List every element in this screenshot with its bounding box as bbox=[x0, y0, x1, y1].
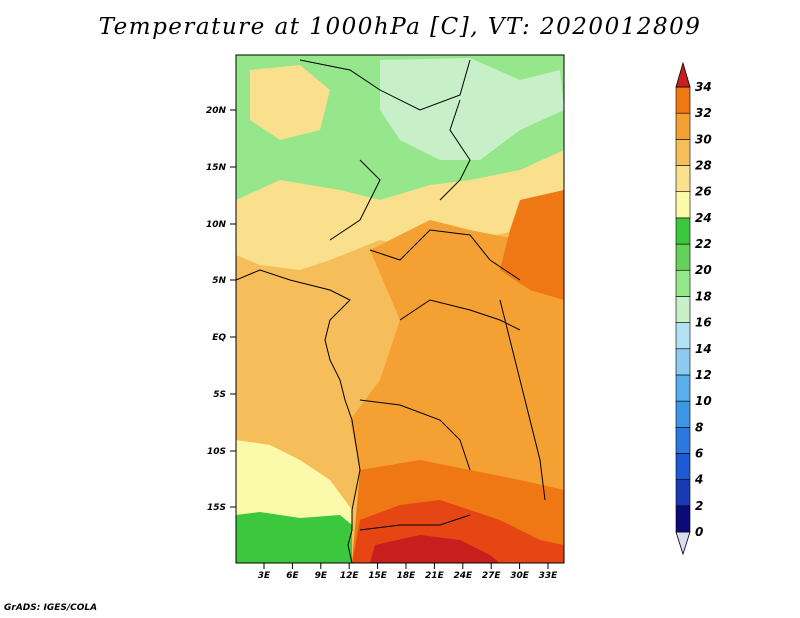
hottest-south bbox=[370, 535, 500, 563]
footer-credit: GrADS: IGES/COLA bbox=[4, 603, 98, 613]
temperature-field bbox=[236, 55, 564, 563]
colorbar-segment bbox=[675, 165, 691, 193]
lat-tick-label: EQ bbox=[212, 333, 226, 343]
colorbar-label: 20 bbox=[695, 263, 712, 277]
colorbar-label: 24 bbox=[695, 211, 712, 225]
colorbar-label: 0 bbox=[695, 525, 703, 539]
lat-tick-label: 10S bbox=[207, 447, 226, 457]
lon-tick-label: 27E bbox=[482, 571, 502, 581]
lat-tick-label: 20N bbox=[206, 106, 227, 116]
lon-tick-label: 12E bbox=[340, 571, 360, 581]
colorbar-label: 2 bbox=[695, 499, 703, 513]
lat-tick-label: 15S bbox=[207, 503, 226, 513]
colorbar-segment bbox=[675, 374, 691, 402]
lat-tick-label: 10N bbox=[206, 220, 227, 230]
colorbar-label: 12 bbox=[695, 368, 712, 382]
colorbar-label: 22 bbox=[695, 237, 712, 251]
colorbar-segment bbox=[675, 426, 691, 454]
colorbar-label: 8 bbox=[695, 420, 703, 434]
colorbar-segment bbox=[675, 191, 691, 219]
colorbar-label: 34 bbox=[695, 80, 712, 94]
colorbar-over-triangle bbox=[675, 61, 691, 88]
colorbar-label: 4 bbox=[694, 473, 703, 487]
colorbar-label: 32 bbox=[695, 106, 712, 120]
colorbar-segment bbox=[675, 348, 691, 376]
colorbar-segment bbox=[675, 453, 691, 480]
lon-tick-label: 33E bbox=[539, 571, 559, 581]
colorbar-label: 16 bbox=[695, 316, 712, 330]
pale-yellow-sahel bbox=[236, 150, 564, 270]
colorbar-label: 30 bbox=[695, 132, 712, 146]
pale-yellow-north bbox=[250, 65, 330, 140]
colorbar-segment bbox=[675, 139, 691, 166]
lon-tick-label: 6E bbox=[286, 571, 299, 581]
lon-tick-label: 3E bbox=[258, 571, 271, 581]
lat-tick-label: 15N bbox=[206, 163, 227, 173]
light-green-region bbox=[380, 58, 564, 160]
colorbar-label: 10 bbox=[695, 394, 712, 408]
dark-orange-east bbox=[500, 190, 564, 300]
colorbar-label: 14 bbox=[695, 342, 712, 356]
colorbar-label: 18 bbox=[695, 289, 712, 303]
lon-tick-label: 15E bbox=[368, 571, 388, 581]
colorbar-segment bbox=[675, 296, 691, 323]
chart-title: Temperature at 1000hPa [C], VT: 20200128… bbox=[98, 14, 702, 40]
lon-tick-label: 9E bbox=[315, 571, 328, 581]
latitude-axis: 20N 15N 10N 5N EQ 5S 10S 15S bbox=[206, 106, 236, 513]
ocean-band-green bbox=[236, 512, 352, 563]
colorbar-label: 6 bbox=[695, 446, 703, 460]
colorbar-under-triangle bbox=[675, 531, 691, 556]
lon-tick-label: 18E bbox=[397, 571, 417, 581]
lon-tick-label: 30E bbox=[510, 571, 530, 581]
colorbar-label: 28 bbox=[695, 159, 712, 173]
colorbar-segment bbox=[675, 505, 691, 533]
colorbar-segment bbox=[675, 217, 691, 245]
country-borders bbox=[236, 59, 546, 563]
colorbar-segment bbox=[675, 400, 691, 428]
lat-tick-label: 5N bbox=[212, 276, 226, 286]
colorbar-label: 26 bbox=[695, 185, 712, 199]
lon-tick-label: 24E bbox=[453, 571, 473, 581]
colorbar-segment bbox=[675, 322, 691, 350]
map-frame bbox=[235, 54, 565, 564]
lat-tick-label: 5S bbox=[213, 390, 226, 400]
colorbar-segment bbox=[675, 243, 691, 271]
colorbar-segment bbox=[675, 269, 691, 297]
colorbar-segment bbox=[675, 86, 691, 114]
colorbar-segment bbox=[675, 112, 691, 140]
lon-tick-label: 21E bbox=[425, 571, 445, 581]
yellow-interior-patch bbox=[320, 310, 380, 380]
longitude-axis: 3E 6E 9E 12E 15E 18E 21E 24E 27E 30E 33E bbox=[258, 563, 558, 581]
colorbar-segment bbox=[675, 479, 691, 507]
